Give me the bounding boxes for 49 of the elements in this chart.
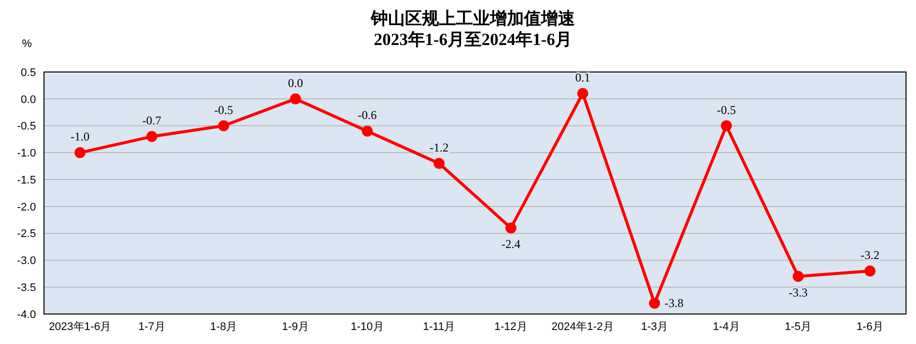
point [720,120,732,132]
point [864,265,876,276]
point [577,88,588,100]
y-tick-label: -0.5 [17,120,36,133]
chart-subtitle: 2023年1-6月至2024年1-6月 [372,29,574,50]
data-label: -1.0 [70,130,90,144]
point [362,126,373,137]
data-label: -1.2 [430,140,449,154]
point [792,270,804,282]
chart-title: 钟山区规上工业增加值增速 [370,8,576,29]
x-tick-label: 1-9月 [282,320,309,333]
x-tick-label: 2023年1-6月 [48,320,112,333]
x-tick-label: 1-8月 [210,320,238,333]
data-label: 0.1 [575,70,590,85]
x-tick-label: 1-10月 [350,320,384,333]
y-tick-label: -2.0 [17,201,36,214]
data-label: -3.3 [788,285,808,300]
data-label: -0.6 [358,108,377,122]
y-tick-label: -3.5 [17,282,36,294]
data-label: 0.0 [288,76,303,90]
point [218,120,230,132]
point [434,158,445,169]
point [146,131,158,142]
x-tick-label: 1-11月 [422,320,456,333]
point [74,147,86,158]
x-tick-label: 1-6月 [856,320,884,333]
data-label: -0.5 [214,102,234,117]
y-axis-title: % [22,38,32,50]
y-tick-label: -2.5 [17,228,36,240]
y-tick-label: -3.0 [17,255,36,268]
data-label: -3.8 [664,296,684,310]
x-tick-label: 1-5月 [784,320,812,333]
y-tick-label: 0.0 [20,94,36,106]
x-tick-label: 1-12月 [494,320,528,333]
y-tick-label: -1.5 [17,174,36,186]
point [649,298,660,309]
point [290,93,301,104]
point [505,222,516,234]
data-label: -0.7 [142,114,162,128]
y-tick-label: -4.0 [17,308,36,321]
y-tick-label: -1.0 [17,148,36,160]
x-tick-label: 1-7月 [138,320,166,333]
x-tick-label: 1-4月 [712,320,740,333]
data-label: -0.5 [716,102,736,117]
data-label: -3.2 [860,248,880,262]
x-tick-label: 2024年1-2月 [552,320,614,333]
data-label: -2.4 [501,236,520,251]
x-tick-label: 1-3月 [641,320,668,333]
y-tick-label: 0.5 [20,66,36,79]
